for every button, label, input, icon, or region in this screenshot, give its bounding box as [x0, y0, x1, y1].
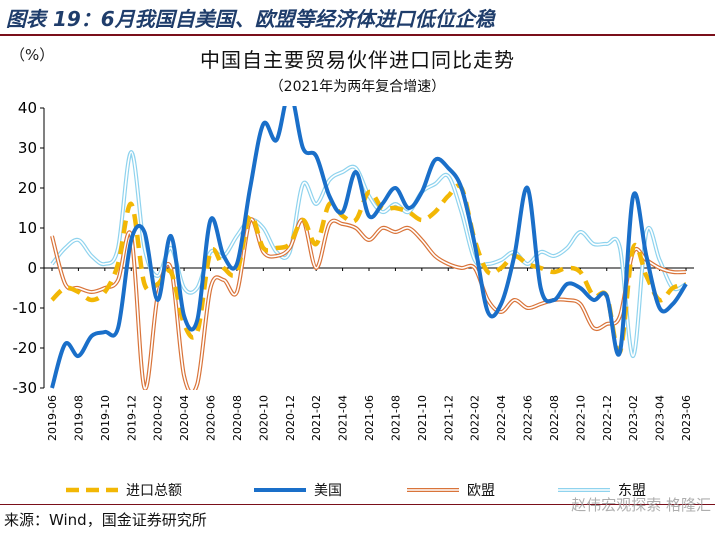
y-tick-label: -10 — [13, 299, 38, 317]
chart-subtitle: （2021年为两年复合增速） — [269, 79, 446, 95]
x-tick-label: 2021-08 — [389, 395, 402, 441]
x-tick-label: 2019-10 — [99, 395, 112, 441]
source-note: 来源：Wind，国金证券研究所 — [4, 511, 207, 529]
axes: -30 -20 -10 0 10 20 30 40 2019-06 2019-08 2019-10 2… — [13, 99, 694, 441]
y-tick-label: 10 — [18, 219, 37, 237]
plot-area: -30 -20 -10 0 10 20 30 40 2019-06 2019-08 2019-10 2… — [13, 99, 694, 441]
y-tick-label: 40 — [18, 99, 37, 117]
legend-item-asean: 东盟 — [556, 478, 646, 502]
series-line-eu-inner — [51, 218, 687, 390]
x-tick-label: 2021-06 — [363, 395, 376, 441]
legend-swatch-solid — [254, 488, 306, 492]
x-tick-label: 2019-08 — [72, 395, 85, 441]
x-tick-label: 2020-02 — [152, 395, 165, 441]
chart-title: 中国自主要贸易伙伴进口同比走势 — [200, 48, 515, 72]
legend-label-asean: 东盟 — [618, 483, 646, 499]
x-tick-label: 2019-12 — [125, 395, 138, 441]
legend-label-total-imports: 进口总额 — [126, 483, 182, 499]
x-tick-label: 2022-02 — [469, 395, 482, 441]
x-tick-label: 2023-04 — [654, 395, 667, 441]
x-tick-label: 2021-04 — [337, 395, 350, 441]
x-tick-label: 2023-06 — [680, 395, 693, 441]
x-tick-label: 2023-02 — [627, 395, 640, 441]
bottom-rule — [0, 504, 715, 505]
y-tick-label: -30 — [13, 379, 38, 397]
series-line-total-imports — [50, 183, 687, 355]
x-tick-label: 2022-10 — [574, 395, 587, 441]
legend-item-usa: 美国 — [252, 478, 342, 502]
x-tick-label: 2020-04 — [178, 395, 191, 441]
x-tick-label: 2020-06 — [205, 395, 218, 441]
series-line-usa — [50, 106, 688, 389]
x-tick-label: 2021-12 — [442, 395, 455, 441]
legend-item-total-imports: 进口总额 — [64, 478, 182, 502]
legend-swatch-double-blue — [558, 488, 610, 492]
x-tick-label: 2022-12 — [601, 395, 614, 441]
y-tick-label: 20 — [18, 179, 37, 197]
watermark-text: 赵伟宏观探索 格隆汇 — [571, 496, 711, 514]
series-lines — [50, 106, 688, 390]
x-tick-label: 2020-08 — [231, 395, 244, 441]
legend-item-eu: 欧盟 — [405, 478, 495, 502]
x-tick-label: 2022-04 — [495, 395, 508, 441]
legend: 进口总额 美国 欧盟 东盟 — [0, 478, 715, 502]
x-tick-label: 2020-10 — [257, 395, 270, 441]
x-tick-label: 2022-06 — [522, 395, 535, 441]
y-tick-label: 30 — [18, 139, 37, 157]
x-tick-label: 2021-10 — [416, 395, 429, 441]
x-tick-label: 2022-08 — [548, 395, 561, 441]
top-rule — [0, 34, 715, 36]
legend-label-eu: 欧盟 — [467, 483, 495, 499]
x-tick-label: 2020-12 — [284, 395, 297, 441]
legend-swatch-dashed — [66, 487, 118, 493]
y-axis-unit: （%） — [10, 46, 55, 64]
y-tick-label: 0 — [27, 259, 37, 277]
x-tick-label: 2019-06 — [46, 395, 59, 441]
y-tick-label: -20 — [13, 339, 38, 357]
legend-label-usa: 美国 — [314, 483, 342, 499]
x-tick-label: 2021-02 — [310, 395, 323, 441]
figure-title: 图表 19：6月我国自美国、欧盟等经济体进口低位企稳 — [6, 7, 495, 31]
legend-swatch-double-orange — [407, 488, 459, 492]
